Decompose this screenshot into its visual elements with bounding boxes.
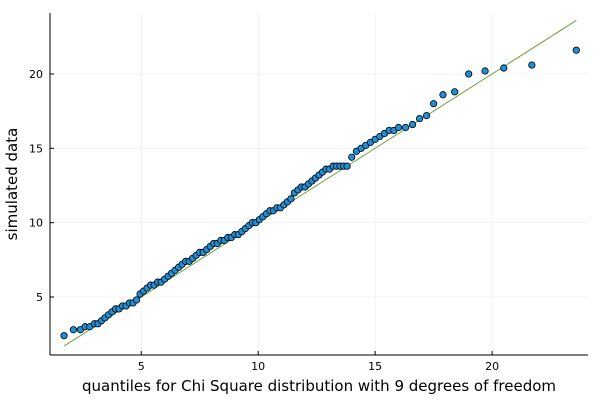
data-point — [451, 88, 459, 96]
data-point — [343, 162, 351, 170]
x-tick-label: 15 — [368, 360, 382, 373]
x-axis-label: quantiles for Chi Square distribution wi… — [82, 377, 556, 395]
data-point — [439, 91, 447, 99]
y-tick-label: 20 — [29, 68, 43, 81]
data-point — [572, 46, 580, 54]
data-point — [348, 153, 356, 161]
data-point — [430, 100, 438, 108]
data-point — [394, 123, 403, 132]
reference-line — [63, 20, 577, 347]
y-tick-label: 15 — [29, 142, 43, 155]
data-point — [408, 120, 417, 129]
x-tick-label: 20 — [485, 360, 499, 373]
axes — [49, 13, 588, 356]
y-tick-label: 5 — [36, 291, 43, 304]
data-point — [528, 61, 536, 69]
data-point — [415, 114, 424, 123]
x-tick-label: 10 — [251, 360, 265, 373]
data-point — [465, 70, 473, 78]
data-point — [132, 296, 141, 304]
y-axis-label: simulated data — [3, 128, 21, 241]
x-tick-label: 5 — [138, 360, 145, 373]
ticks: 5 10 15 20 5 10 15 20 — [29, 68, 499, 373]
data-point — [287, 195, 295, 203]
y-tick-label: 10 — [29, 217, 43, 230]
data-point — [500, 64, 508, 72]
data-point — [69, 326, 77, 334]
data-point — [401, 123, 410, 132]
data-point — [481, 67, 489, 75]
data-points — [60, 46, 580, 340]
data-point — [60, 332, 68, 340]
data-point — [422, 112, 431, 120]
reference-line-segment — [63, 20, 577, 347]
